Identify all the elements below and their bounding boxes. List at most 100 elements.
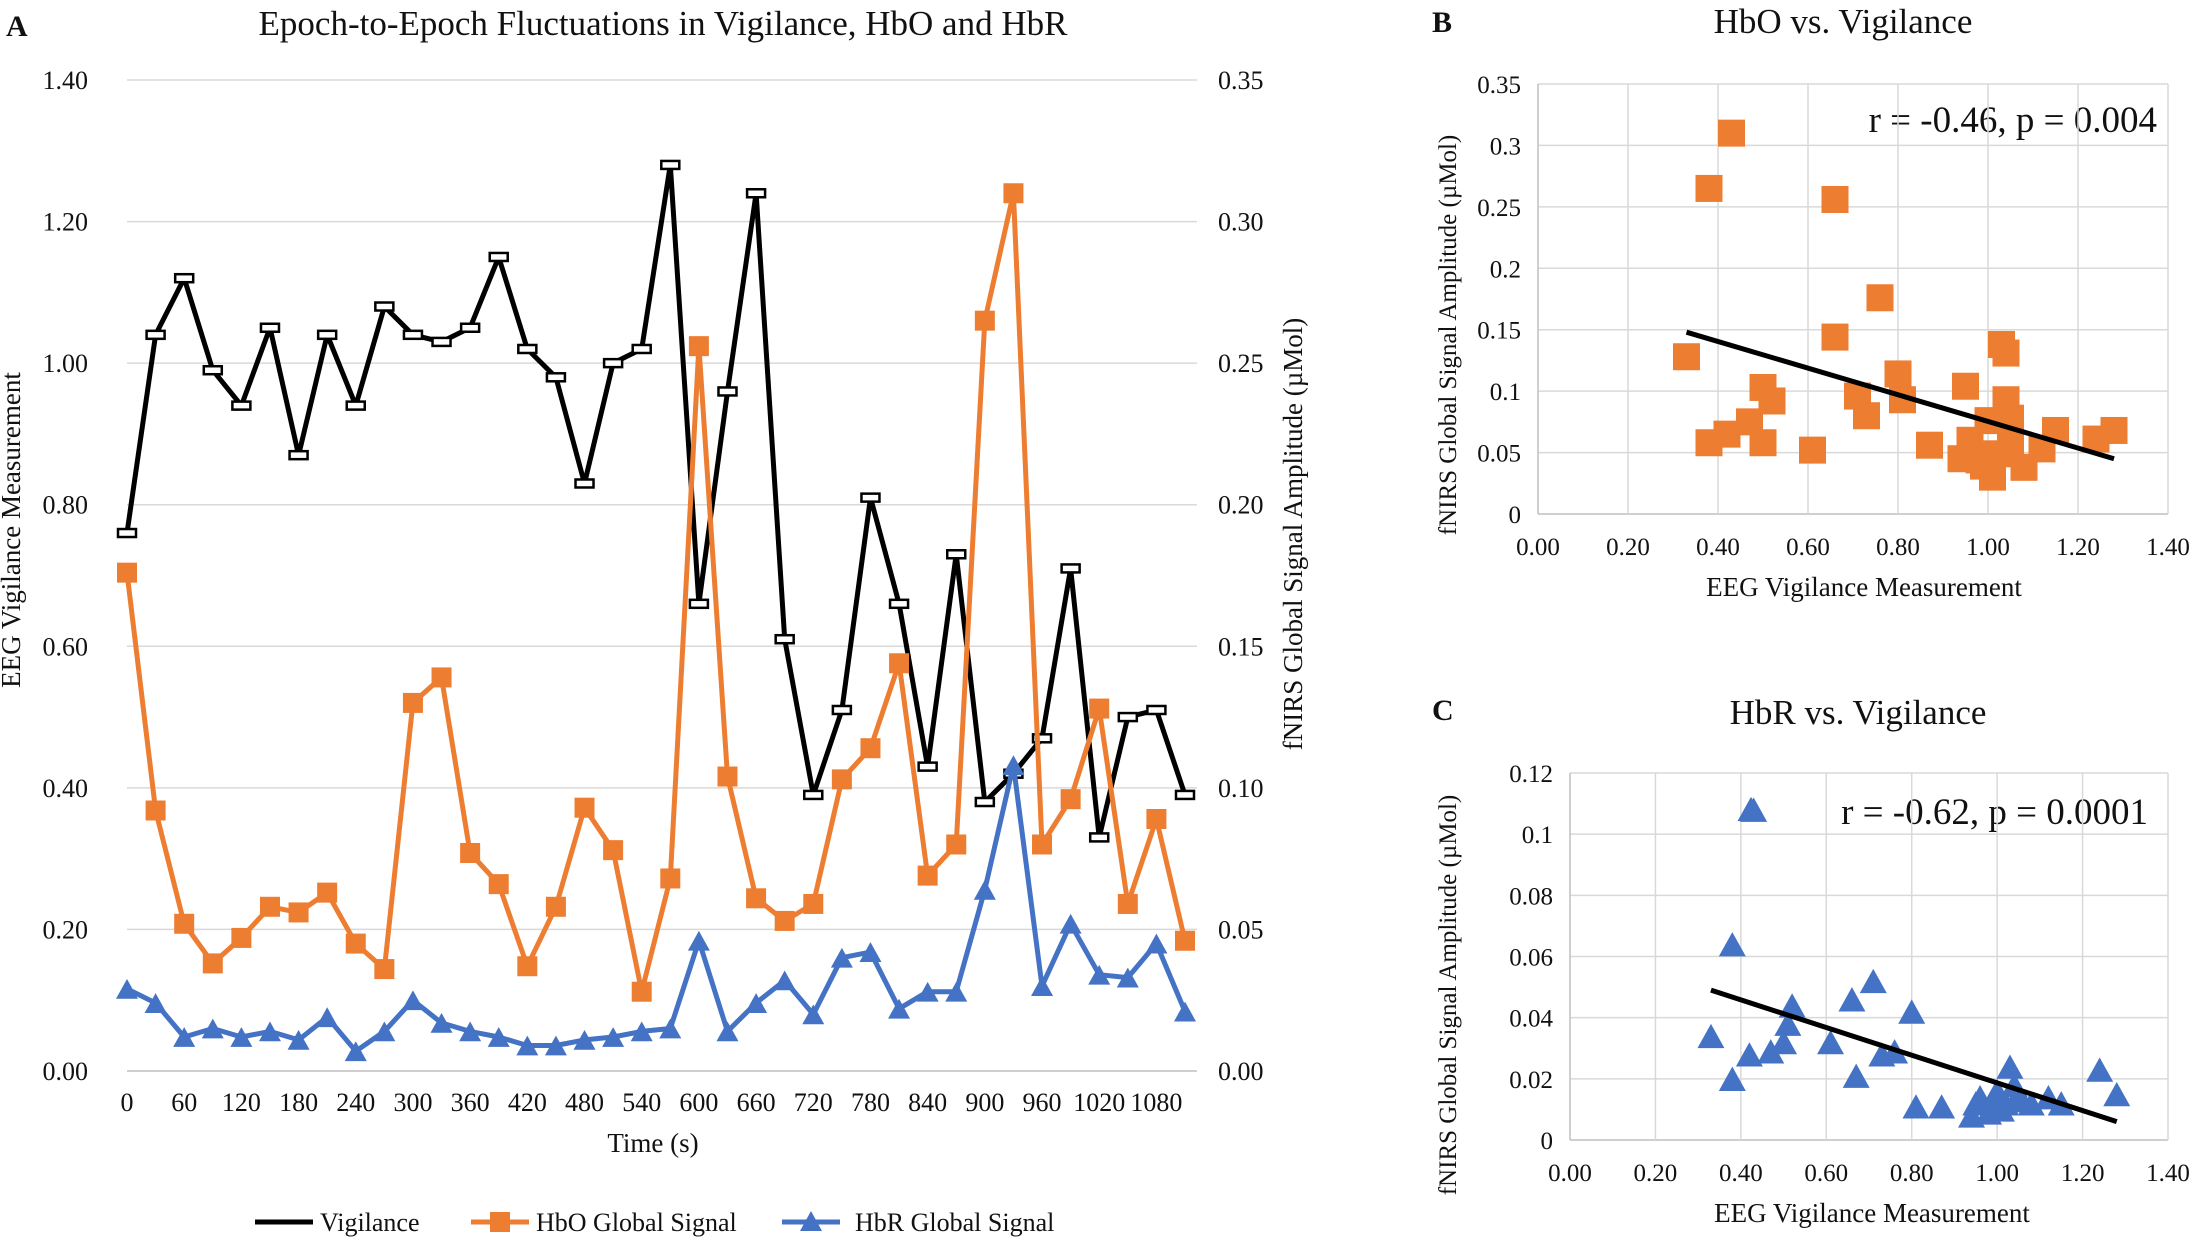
chart-a-hbo-point xyxy=(974,310,995,331)
chart-c-point xyxy=(1778,993,1806,1018)
chart-a-hbo-point xyxy=(517,956,538,977)
chart-b-point xyxy=(1821,323,1849,351)
chart-a-vigilance-point xyxy=(1146,704,1167,716)
chart-b-point xyxy=(1866,284,1894,312)
chart-a-hbr-point xyxy=(916,981,939,1002)
chart-c-x-ticks: 0.00 0.20 0.40 0.60 0.80 1.00 1.20 1.40 xyxy=(1548,1160,2190,1187)
chart-a-hbr-point xyxy=(230,1027,253,1047)
chart-a-hbo-point xyxy=(231,927,252,948)
chart-c-point xyxy=(1770,1029,1798,1055)
chart-c-gridlines xyxy=(1569,772,2169,1141)
chart-a-vigilance-point xyxy=(717,386,738,397)
panel-label-c: C xyxy=(1432,694,1454,727)
chart-a-series-line xyxy=(125,762,1188,1054)
chart-c-x-tick-label: 0.40 xyxy=(1719,1160,1763,1187)
panel-a: A Epoch-to-Epoch Fluctuations in Vigilan… xyxy=(0,4,1308,1237)
legend-label-hbr: HbR Global Signal xyxy=(855,1208,1054,1237)
chart-a-vigilance-point xyxy=(402,329,424,341)
chart-a-vigilance-point xyxy=(1174,789,1196,801)
chart-a-hbo-point xyxy=(460,842,481,863)
chart-a-hbo-point xyxy=(117,562,137,583)
chart-a-hbr-point xyxy=(373,1021,396,1042)
chart-a-y2-tick-label: 0.20 xyxy=(1218,491,1264,520)
chart-a-series-0 xyxy=(116,159,1196,843)
chart-a-x-tick-label: 1080 xyxy=(1130,1088,1182,1117)
chart-a-x-tick-label: 60 xyxy=(171,1088,197,1117)
chart-b-x-tick-label: 0.80 xyxy=(1876,534,1920,561)
chart-a-hbr-point xyxy=(630,1021,653,1042)
legend-label-vigilance: Vigilance xyxy=(320,1208,420,1237)
chart-a-hbr-point xyxy=(516,1035,539,1056)
chart-a-vigilance-point xyxy=(917,761,938,772)
chart-a-vigilance-point xyxy=(945,549,967,560)
chart-a-hbo-point xyxy=(774,910,795,931)
chart-a-hbr-point xyxy=(859,942,882,962)
chart-a-hbr-point xyxy=(344,1041,367,1062)
chart-b-point xyxy=(1952,372,1979,400)
chart-c-x-tick-label: 1.40 xyxy=(2146,1160,2190,1187)
chart-a-hbo-point xyxy=(431,667,452,688)
chart-a-hbr-point xyxy=(1116,967,1139,988)
chart-c-y-tick-label: 0.02 xyxy=(1509,1067,1553,1094)
chart-a-vigilance-point xyxy=(831,704,853,716)
chart-a-hbr-point xyxy=(716,1021,739,1042)
chart-a-hbo-point xyxy=(374,959,395,980)
chart-c-point xyxy=(1774,1011,1802,1036)
chart-a-hbo-point xyxy=(174,913,195,934)
chart-a-hbo-point xyxy=(1089,698,1110,719)
chart-a-vigilance-point xyxy=(202,364,224,376)
chart-a-x-tick-label: 540 xyxy=(622,1088,661,1117)
chart-b-point xyxy=(1821,185,1849,213)
panel-label-a: A xyxy=(6,10,28,43)
chart-b-point xyxy=(1749,429,1777,457)
chart-b-y-tick-label: 0.2 xyxy=(1490,256,1521,283)
chart-a-vigilance-point xyxy=(259,322,281,333)
chart-a-hbo-point xyxy=(688,336,709,357)
panel-b: B HbO vs. Vigilance fNIRS Global Signal … xyxy=(1432,2,2190,602)
chart-a-x-tick-label: 420 xyxy=(508,1088,547,1117)
chart-a-hbr-point xyxy=(287,1029,310,1050)
chart-c-point xyxy=(1697,1023,1725,1049)
chart-a-vigilance-point xyxy=(660,159,681,171)
chart-a-x-tick-label: 780 xyxy=(851,1088,890,1117)
chart-a-hbr-point xyxy=(602,1027,625,1047)
chart-a-series-2 xyxy=(116,755,1196,1062)
chart-a-hbo-point xyxy=(746,888,767,909)
chart-a-vigilance-point xyxy=(774,633,795,645)
chart-a-x-tick-label: 660 xyxy=(737,1088,776,1117)
chart-a-hbo-point xyxy=(145,800,166,821)
chart-c-x-tick-label: 0.60 xyxy=(1804,1160,1848,1187)
chart-a-hbr-point xyxy=(1031,976,1054,996)
chart-a-y-ticks: 0.00 0.20 0.40 0.60 0.80 1.00 1.20 1.40 xyxy=(43,66,89,1086)
chart-a-hbo-point xyxy=(917,865,938,886)
chart-a-vigilance-point xyxy=(316,329,338,341)
chart-a-x-tick-label: 300 xyxy=(393,1088,432,1117)
chart-a-title: Epoch-to-Epoch Fluctuations in Vigilance… xyxy=(259,4,1069,43)
chart-c-point xyxy=(1838,987,1866,1012)
chart-a-vigilance-point xyxy=(688,598,710,610)
chart-a-series-1 xyxy=(117,183,1195,1002)
chart-c-title: HbR vs. Vigilance xyxy=(1730,693,1987,732)
chart-b-x-tick-label: 1.20 xyxy=(2056,534,2100,561)
chart-a-hbr-point xyxy=(1088,964,1111,985)
chart-b-point xyxy=(1799,436,1826,464)
chart-a-y2-tick-label: 0.10 xyxy=(1218,774,1264,803)
chart-b-gridlines xyxy=(1537,83,2169,515)
chart-a-vigilance-point xyxy=(1088,832,1110,843)
chart-a-y2-tick-label: 0.05 xyxy=(1218,915,1264,944)
chart-a-y-tick-label: 1.40 xyxy=(43,66,89,95)
chart-c-x-tick-label: 0.00 xyxy=(1548,1160,1592,1187)
chart-c-point xyxy=(1898,999,1926,1024)
chart-b-y-tick-label: 0 xyxy=(1509,502,1522,529)
chart-c-point xyxy=(2103,1081,2131,1107)
chart-b-y-tick-label: 0.15 xyxy=(1477,318,1521,345)
chart-a-y2-tick-label: 0.00 xyxy=(1218,1057,1264,1086)
panel-c: C HbR vs. Vigilance fNIRS Global Signal … xyxy=(1432,693,2190,1228)
chart-a-vigilance-point xyxy=(574,478,595,489)
chart-a-xlabel: Time (s) xyxy=(607,1128,698,1158)
chart-a-hbo-point xyxy=(631,981,652,1002)
chart-a-hbr-point xyxy=(773,970,796,991)
chart-a-y-tick-label: 1.20 xyxy=(43,208,89,237)
chart-a-hbo-point xyxy=(202,953,223,974)
